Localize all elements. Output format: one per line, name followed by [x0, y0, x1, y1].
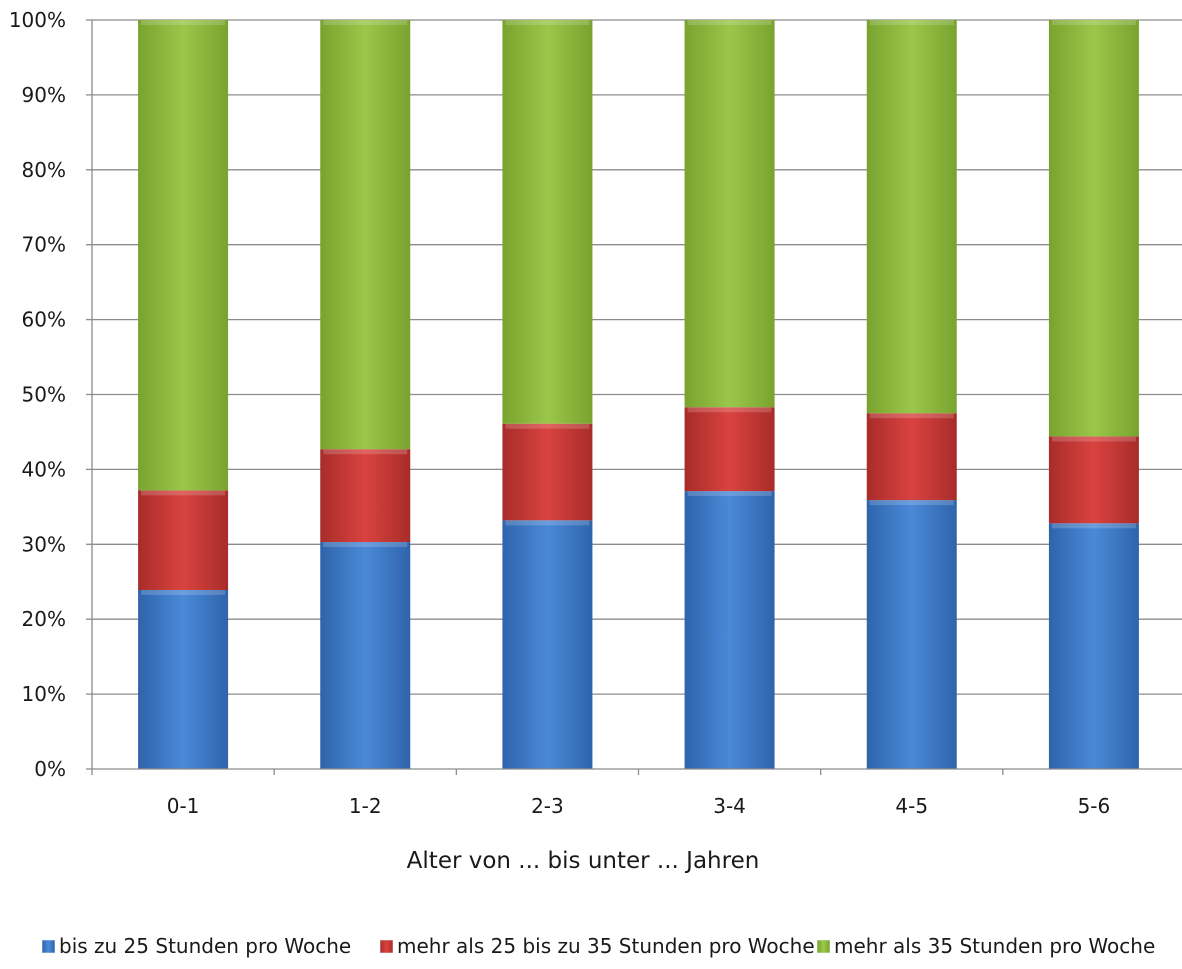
bar-segment-highlight: [869, 500, 954, 506]
legend-swatch: [379, 939, 394, 954]
x-tick-label: 5-6: [1078, 794, 1111, 818]
bar-segment-2-3-series-2: [502, 423, 593, 521]
bar-segment-0-1-series-1: [138, 589, 229, 769]
y-tick-label: 100%: [9, 8, 66, 32]
bar-segment-highlight: [141, 20, 226, 25]
bar-segment-5-6-series-3: [1048, 20, 1139, 437]
y-tick-labels: 0% 10% 20% 30% 40% 50% 60% 70% 80% 90% 100%: [9, 8, 66, 781]
bar-segment-2-3-series-1: [502, 520, 593, 769]
x-tick-label: 0-1: [167, 794, 200, 818]
bar-segment-highlight: [141, 490, 226, 496]
x-tick-labels: 0-1 1-2 2-3 3-4 4-5 5-6: [167, 794, 1111, 818]
bar-segment-2-3-series-3: [502, 20, 593, 424]
y-tick-label: 0%: [34, 757, 66, 781]
gridlines: [86, 19, 1182, 770]
y-tick-label: 90%: [22, 83, 66, 107]
legend-label: bis zu 25 Stunden pro Woche: [59, 934, 351, 958]
legend-label: mehr als 35 Stunden pro Woche: [834, 934, 1155, 958]
bar-segment-highlight: [505, 20, 590, 25]
bar-segment-5-6-series-2: [1048, 436, 1139, 524]
bar-segment-3-4-series-2: [684, 407, 775, 492]
bar-segment-0-1-series-2: [138, 490, 229, 590]
bar-segment-4-5-series-2: [866, 413, 957, 501]
legend-label: mehr als 25 bis zu 35 Stunden pro Woche: [397, 934, 815, 958]
x-tick-label: 4-5: [895, 794, 928, 818]
bar-segment-1-2-series-2: [320, 449, 411, 543]
y-tick-label: 60%: [22, 308, 66, 332]
legend-swatch: [41, 939, 56, 954]
bar-segment-highlight: [323, 20, 408, 25]
y-tick-label: 20%: [22, 607, 66, 631]
bar-segment-0-1-series-3: [138, 20, 229, 491]
y-tick-label: 80%: [22, 158, 66, 182]
bars: [138, 20, 1139, 769]
x-tick-label: 1-2: [349, 794, 382, 818]
x-tick-label: 2-3: [531, 794, 564, 818]
bar-segment-highlight: [1051, 523, 1136, 529]
legend: bis zu 25 Stunden pro Woche mehr als 25 b…: [41, 934, 1155, 958]
y-tick-label: 40%: [22, 457, 66, 481]
bar-segment-highlight: [1051, 20, 1136, 25]
y-tick-label: 10%: [22, 682, 66, 706]
bar-segment-1-2-series-1: [320, 542, 411, 769]
bar-segment-highlight: [323, 542, 408, 548]
bar-segment-3-4-series-3: [684, 20, 775, 408]
bar-segment-highlight: [687, 491, 772, 497]
bar-segment-highlight: [687, 20, 772, 25]
bar-segment-highlight: [869, 413, 954, 419]
bar-segment-4-5-series-3: [866, 20, 957, 414]
bar-segment-highlight: [687, 407, 772, 413]
x-axis-title: Alter von ... bis unter ... Jahren: [407, 848, 760, 874]
bar-segment-5-6-series-1: [1048, 523, 1139, 769]
y-tick-label: 70%: [22, 233, 66, 257]
bar-segment-highlight: [323, 449, 408, 455]
bar-segment-1-2-series-3: [320, 20, 411, 450]
legend-swatch: [816, 939, 831, 954]
axes: [91, 20, 1182, 775]
bar-segment-highlight: [869, 20, 954, 25]
bar-segment-highlight: [505, 520, 590, 526]
bar-segment-highlight: [141, 589, 226, 595]
y-tick-label: 50%: [22, 383, 66, 407]
bar-segment-4-5-series-1: [866, 500, 957, 769]
bar-segment-highlight: [505, 423, 590, 429]
bar-segment-3-4-series-1: [684, 491, 775, 769]
y-tick-label: 30%: [22, 532, 66, 556]
x-tick-label: 3-4: [713, 794, 746, 818]
bar-segment-highlight: [1051, 436, 1136, 442]
